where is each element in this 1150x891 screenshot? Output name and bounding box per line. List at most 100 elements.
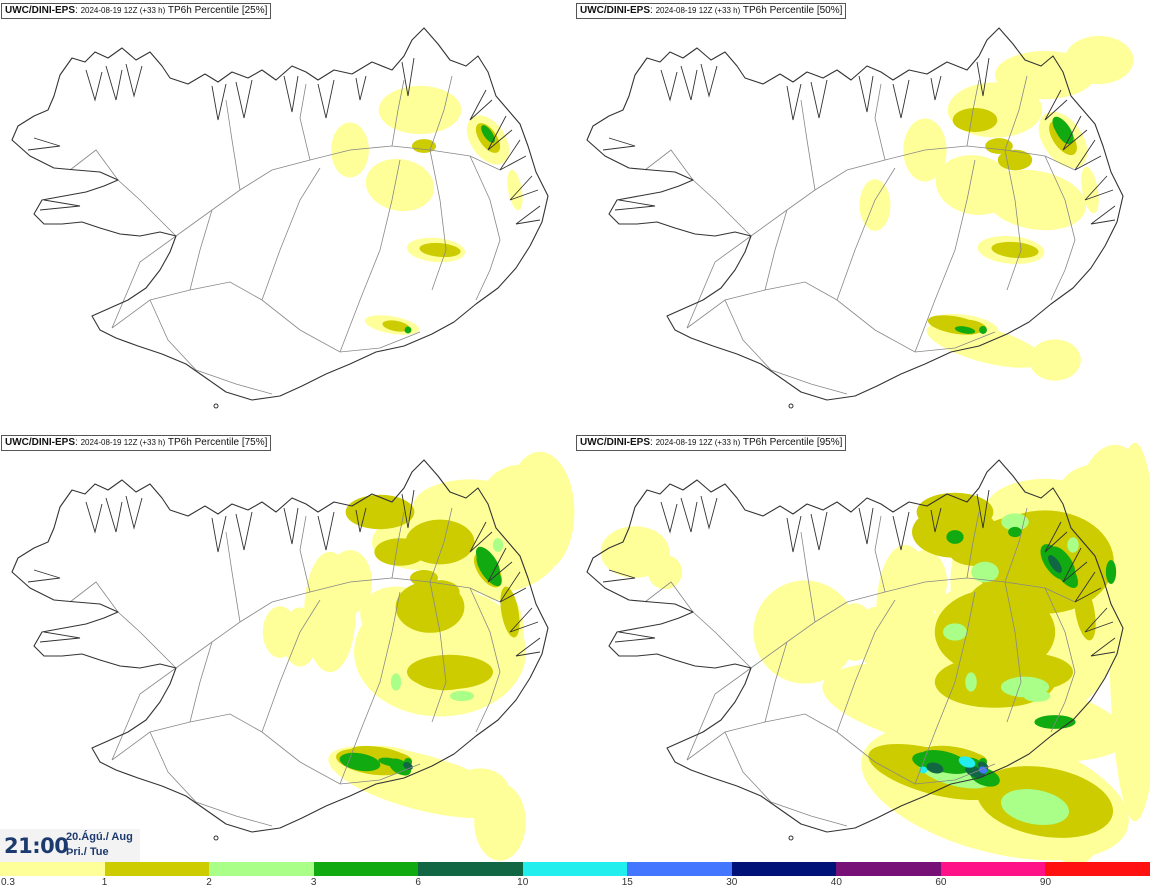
legend-label: 1 — [101, 877, 108, 888]
coastline — [586, 459, 1124, 833]
fjords — [27, 489, 541, 657]
coastline — [11, 459, 549, 833]
island — [788, 835, 794, 841]
precip-area — [1008, 526, 1022, 538]
precip-area — [1048, 555, 1062, 573]
precip-area — [411, 139, 437, 153]
precip-area — [958, 756, 976, 768]
precip-area — [407, 654, 493, 690]
fjords — [27, 57, 541, 225]
island — [213, 403, 219, 409]
precip-area — [262, 606, 298, 658]
color-legend: 0.3 1 2 3 6 10 15 30 40 60 90 — [0, 862, 1150, 891]
precip-area — [971, 561, 999, 583]
precip-area — [991, 241, 1039, 259]
valid-date: 20.Ágú./ Aug — [66, 831, 133, 843]
legend-swatch — [313, 862, 419, 876]
precip-area — [304, 551, 356, 673]
legend-label: 3 — [310, 877, 317, 888]
legend-label: 2 — [206, 877, 212, 888]
legend-swatch — [0, 862, 105, 876]
precip-area — [753, 580, 857, 684]
legend-swatch — [104, 862, 210, 876]
precip-area — [1081, 166, 1099, 214]
precip-area — [1109, 442, 1150, 822]
legend-swatch — [940, 862, 1046, 876]
precip-area — [395, 581, 465, 633]
legend-label: 10 — [517, 877, 529, 888]
island — [213, 835, 219, 841]
legend-swatch — [1045, 862, 1150, 876]
precip-area — [983, 169, 1087, 231]
precip-area — [474, 783, 526, 861]
legend-label: 0.3 — [1, 877, 15, 888]
precip-area — [979, 326, 987, 334]
precip-area — [390, 673, 402, 691]
panel-title: UWC/DINI-EPS: 2024-08-19 12Z (+33 h) TP6… — [1, 3, 272, 19]
precip-area — [934, 589, 1056, 675]
precipitation-map — [11, 451, 575, 861]
precip-area — [1052, 116, 1074, 144]
precip-area — [1029, 339, 1081, 381]
valid-time-box: 21:00 20.Ágú./ Aug Þri./ Tue — [0, 829, 140, 862]
precip-area — [449, 690, 475, 702]
precipitation-fields — [331, 85, 523, 335]
precip-area — [954, 326, 976, 334]
precip-area — [505, 451, 575, 573]
precip-area — [476, 553, 502, 587]
precip-area — [382, 320, 410, 332]
coastline — [11, 27, 549, 401]
precip-area — [1105, 559, 1117, 585]
legend-swatch — [731, 862, 837, 876]
precip-area — [1000, 789, 1070, 825]
precip-area — [1001, 513, 1029, 531]
precip-area — [647, 554, 683, 590]
map-panel-p50: UWC/DINI-EPS: 2024-08-19 12Z (+33 h) TP6… — [575, 0, 1150, 432]
precip-area — [481, 125, 495, 143]
precip-area — [942, 623, 968, 641]
precip-area — [876, 544, 934, 680]
map-panel-p25: UWC/DINI-EPS: 2024-08-19 12Z (+33 h) TP6… — [0, 0, 575, 432]
precip-area — [404, 326, 412, 334]
precip-area — [378, 85, 462, 135]
panel-title: UWC/DINI-EPS: 2024-08-19 12Z (+33 h) TP6… — [576, 435, 847, 451]
legend-label: 30 — [726, 877, 738, 888]
valid-time: 21:00 — [4, 834, 69, 858]
precip-area — [965, 672, 977, 692]
precip-area — [859, 179, 891, 231]
legend-swatch — [418, 862, 523, 876]
precip-area — [1067, 537, 1079, 553]
precip-area — [952, 107, 998, 133]
precipitation-map — [586, 442, 1150, 864]
precip-area — [405, 519, 475, 565]
coastline — [586, 27, 1124, 401]
panel-title: UWC/DINI-EPS: 2024-08-19 12Z (+33 h) TP6… — [576, 3, 847, 19]
legend-color-bar — [0, 862, 1150, 876]
precipitation-map — [586, 27, 1134, 409]
precip-area — [926, 762, 944, 774]
fjords — [602, 57, 1116, 225]
precip-area — [419, 242, 461, 258]
road-network — [644, 507, 1076, 827]
legend-swatch — [836, 862, 941, 876]
precip-area — [507, 169, 523, 211]
legend-swatch — [627, 862, 732, 876]
island — [788, 403, 794, 409]
legend-label: 40 — [830, 877, 842, 888]
precipitation-map — [11, 27, 549, 409]
panel-title: UWC/DINI-EPS: 2024-08-19 12Z (+33 h) TP6… — [1, 435, 272, 451]
precip-area — [1064, 35, 1134, 85]
legend-swatch — [522, 862, 628, 876]
map-panel-p95: UWC/DINI-EPS: 2024-08-19 12Z (+33 h) TP6… — [575, 432, 1150, 864]
precipitation-fields — [262, 451, 575, 861]
precipitation-fields — [600, 442, 1150, 864]
fjords — [602, 489, 1116, 657]
valid-weekday: Þri./ Tue — [66, 846, 109, 858]
precipitation-fields — [859, 35, 1134, 381]
legend-label: 15 — [621, 877, 633, 888]
legend-label: 6 — [415, 877, 421, 888]
precip-area — [946, 530, 964, 544]
map-panel-p75: UWC/DINI-EPS: 2024-08-19 12Z (+33 h) TP6… — [0, 432, 575, 864]
legend-label: 90 — [1039, 877, 1052, 888]
legend-label: 60 — [935, 877, 947, 888]
